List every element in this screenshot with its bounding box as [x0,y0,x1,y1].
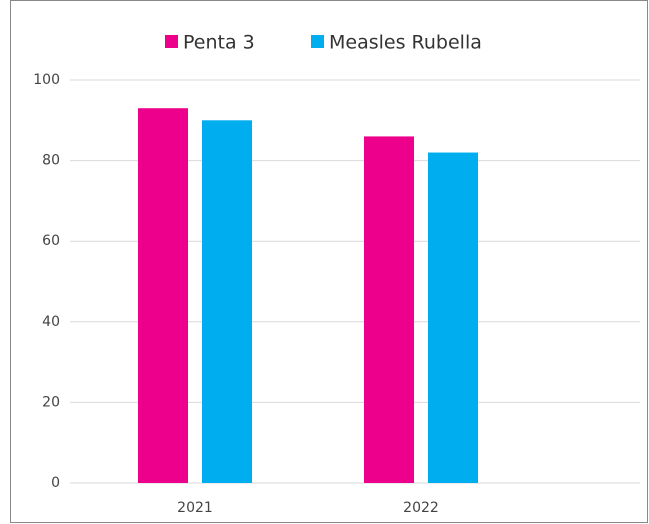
bar [364,136,414,484]
y-tick-label: 60 [42,233,60,249]
bar [428,152,478,484]
y-tick-label: 20 [42,394,60,410]
bar [138,108,188,484]
y-tick-label: 0 [51,475,60,491]
x-tick-label: 2022 [403,500,439,516]
y-tick-label: 100 [33,72,60,88]
y-tick-label: 80 [42,153,60,169]
legend-swatch [165,35,178,48]
bar [202,120,252,484]
legend-swatch [311,35,324,48]
x-tick-label: 2021 [177,500,213,516]
legend-label: Penta 3 [183,32,255,54]
chart-frame [10,0,648,523]
y-tick-label: 40 [42,314,60,330]
legend-label: Measles Rubella [329,32,482,54]
